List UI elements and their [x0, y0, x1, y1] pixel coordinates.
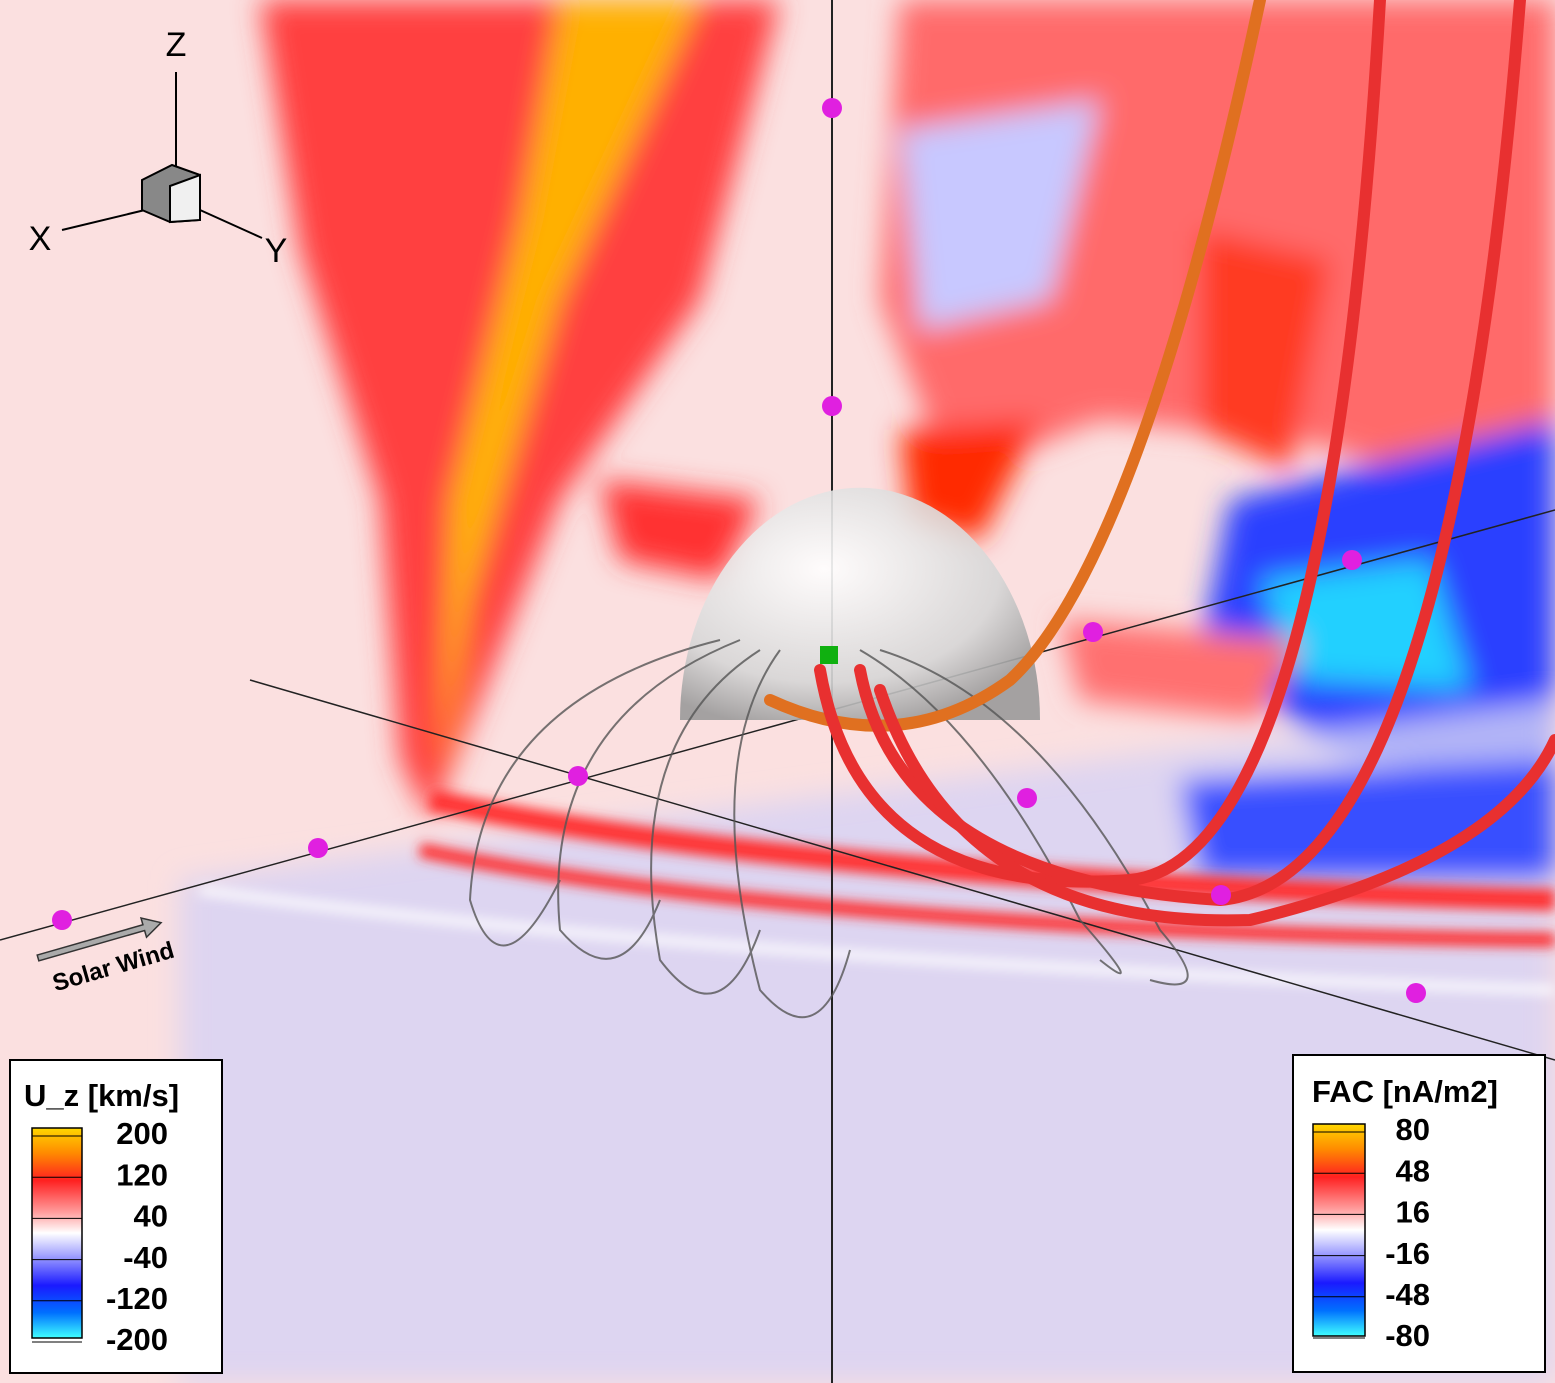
legend-tick-label: 200	[116, 1116, 168, 1151]
legend: U_z [km/s] 200 120 40 -40 -120 -200	[9, 1059, 223, 1374]
legend-tick-label: 16	[1396, 1195, 1430, 1230]
marker	[820, 646, 838, 664]
axes-triad: X Y Z	[29, 26, 288, 270]
legend-tick-label: -40	[123, 1240, 168, 1275]
legend-tick-label: 80	[1396, 1112, 1430, 1147]
axis-label: Y	[265, 232, 288, 270]
legend-tick-label: -16	[1385, 1236, 1430, 1271]
legend-tick-label: -200	[106, 1322, 168, 1357]
legend-title: U_z [km/s]	[24, 1078, 179, 1113]
legend-tick-label: 120	[116, 1157, 168, 1192]
markers	[52, 98, 1426, 1003]
legend: FAC [nA/m2] 80 48 16 -16 -48 -80	[1292, 1054, 1546, 1373]
axis-label: X	[29, 220, 52, 258]
planet	[680, 487, 1041, 720]
legend-tick-label: -120	[106, 1281, 168, 1316]
axis-line	[0, 509, 1555, 941]
legend-tick-label: 48	[1396, 1153, 1430, 1188]
legend-tick-label: -48	[1385, 1277, 1430, 1312]
legend-tick-label: -80	[1385, 1318, 1430, 1353]
axis-line	[249, 679, 1555, 1061]
legend-title: FAC [nA/m2]	[1312, 1074, 1498, 1109]
legend-tick-label: 40	[134, 1199, 168, 1234]
flux-tubes	[764, 0, 1555, 927]
field-contours	[180, 0, 1555, 1383]
axis-label: Z	[166, 26, 187, 64]
